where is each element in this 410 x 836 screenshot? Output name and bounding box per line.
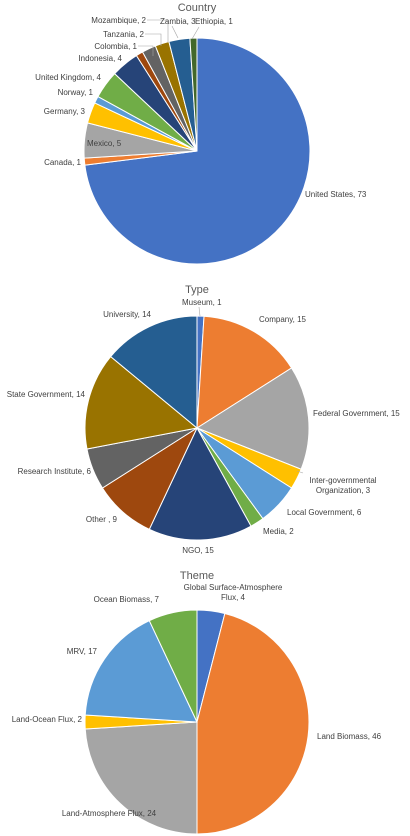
country-leader-line-mozambique	[147, 19, 169, 42]
type-label-federal-government: Federal Government, 15	[313, 409, 400, 418]
theme-label-land-atmosphere-flux: Land-Atmosphere Flux, 24	[62, 809, 157, 818]
theme-slice-land-atmosphere-flux	[84, 721, 198, 835]
theme-chart-title: Theme	[180, 570, 214, 582]
theme-label-land-biomass: Land Biomass, 46	[317, 732, 382, 741]
country-label-zambia: Zambia, 3	[160, 17, 196, 26]
country-leader-line-zambia	[171, 25, 179, 39]
country-label-canada: Canada, 1	[44, 158, 81, 167]
theme-slice-land-biomass	[196, 612, 310, 835]
type-label-state-government: State Government, 14	[7, 390, 86, 399]
country-label-united-kingdom: United Kingdom, 4	[35, 73, 101, 82]
country-label-indonesia: Indonesia, 4	[78, 54, 122, 63]
country-slice-ethiopia	[189, 37, 198, 152]
type-label-inter-governmental-organization: Inter-governmental Organization, 3	[309, 476, 376, 495]
theme-pie-chart: Theme Global Surface-Atmosphere Flux, 4 La…	[12, 570, 382, 835]
country-label-united-states: United States, 73	[305, 190, 367, 199]
type-slice-state-government	[84, 355, 199, 450]
country-leader-line-colombia	[138, 45, 154, 56]
country-label-norway: Norway, 1	[58, 88, 94, 97]
theme-slice-ocean-biomass	[148, 609, 198, 723]
type-label-local-government: Local Government, 6	[287, 508, 362, 517]
theme-label-land-ocean-flux: Land-Ocean Flux, 2	[12, 715, 83, 724]
country-leader-line-ethiopia	[191, 26, 200, 40]
type-label-museum: Museum, 1	[182, 298, 222, 307]
theme-label-global-surface-atmosphere-flux: Global Surface-Atmosphere Flux, 4	[184, 583, 283, 602]
country-label-germany: Germany, 3	[44, 107, 86, 116]
type-leader-line-inter-governmental-organization	[296, 470, 304, 474]
theme-label-mrv: MRV, 17	[67, 647, 98, 656]
theme-label-ocean-biomass: Ocean Biomass, 7	[94, 595, 160, 604]
country-label-tanzania: Tanzania, 2	[103, 30, 144, 39]
type-leader-line-museum	[198, 306, 201, 317]
type-label-university: University, 14	[103, 310, 151, 319]
type-slice-ngo	[148, 426, 252, 541]
country-label-ethiopia: Ethiopia, 1	[195, 17, 233, 26]
type-chart-title: Type	[185, 284, 209, 296]
country-label-mozambique: Mozambique, 2	[91, 16, 146, 25]
type-slice-company	[196, 315, 293, 429]
theme-slice-mrv	[84, 619, 198, 723]
type-slice-federal-government	[195, 367, 310, 470]
country-leader-line-tanzania	[145, 33, 162, 46]
country-label-colombia: Colombia, 1	[94, 42, 137, 51]
type-label-research-institute: Research Institute, 6	[18, 467, 92, 476]
type-label-ngo: NGO, 15	[182, 546, 214, 555]
country-pie-chart: Country United States, 73 Canada, 1 Mexico…	[35, 2, 367, 265]
type-pie-chart: Type Museum, 1 Company, 15 Federal Governm…	[7, 284, 401, 555]
country-chart-title: Country	[178, 2, 217, 14]
type-label-media: Media, 2	[263, 527, 294, 536]
country-label-mexico: Mexico, 5	[87, 139, 122, 148]
type-slice-university	[109, 315, 198, 430]
type-label-other: Other , 9	[86, 515, 118, 524]
type-label-company: Company, 15	[259, 315, 307, 324]
